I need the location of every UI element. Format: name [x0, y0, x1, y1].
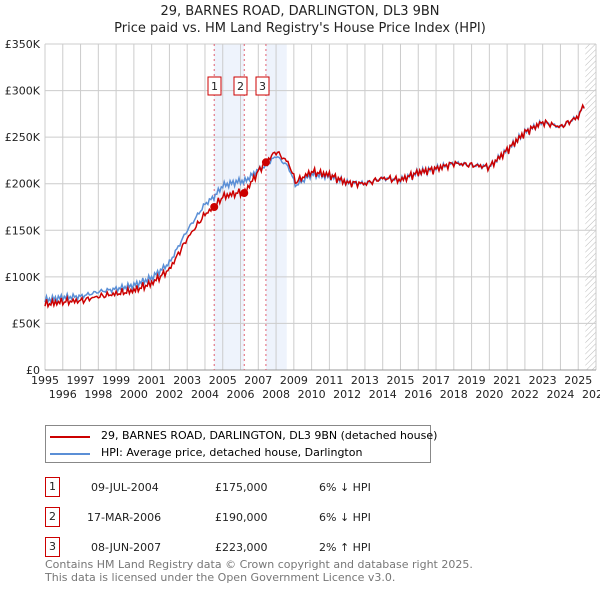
sale-label-box: [255, 76, 270, 96]
legend-hpi-line: [50, 453, 90, 455]
y-tick-label: £100K: [5, 271, 41, 284]
transaction-date: 08-JUN-2007: [91, 541, 162, 554]
x-tick-label: 2023: [529, 374, 557, 387]
chart-subtitle: Price paid vs. HM Land Registry's House …: [114, 21, 486, 36]
sale-point: [261, 158, 270, 167]
legend: 29, BARNES ROAD, DARLINGTON, DL3 9BN (de…: [45, 425, 437, 463]
x-tick-label: 2015: [386, 374, 414, 387]
y-tick-label: £250K: [5, 131, 41, 144]
transaction-price: £223,000: [215, 541, 268, 554]
footer-line-1: Contains HM Land Registry data © Crown c…: [45, 558, 473, 571]
x-tick-label: 2003: [173, 374, 201, 387]
x-tick-label: 2011: [315, 374, 343, 387]
y-tick-label: £300K: [5, 85, 41, 98]
x-tick-label: 2020: [475, 388, 503, 401]
x-tick-label: 2001: [138, 374, 166, 387]
x-tick-label: 1998: [84, 388, 112, 401]
transaction-number: 2: [45, 507, 60, 527]
sale-label-box: [233, 76, 248, 96]
transaction-date: 17-MAR-2006: [87, 511, 162, 524]
x-tick-label: 2002: [155, 388, 183, 401]
x-tick-label: 2016: [404, 388, 432, 401]
footer: Contains HM Land Registry data © Crown c…: [45, 558, 473, 584]
legend-hpi-label: HPI: Average price, detached house, Darl…: [101, 446, 363, 459]
x-tick-label: 2006: [227, 388, 255, 401]
y-tick-label: £200K: [5, 178, 41, 191]
x-tick-label: 2025: [564, 374, 592, 387]
footer-line-2: This data is licensed under the Open Gov…: [45, 571, 396, 584]
price-chart: 1995199619971998199920002001200220032004…: [5, 38, 600, 401]
transaction-price: £190,000: [215, 511, 268, 524]
x-tick-label: 2018: [440, 388, 468, 401]
transaction-number: 1: [45, 477, 60, 497]
sale-label-box: [207, 76, 222, 96]
sale-label: 3: [259, 80, 266, 93]
x-tick-label: 2007: [244, 374, 272, 387]
transaction-hpi: 2% ↑ HPI: [319, 541, 371, 554]
x-tick-label: 2022: [511, 388, 539, 401]
y-tick-label: £0: [26, 364, 40, 377]
sale-point: [210, 203, 219, 211]
x-tick-label: 2026: [582, 388, 600, 401]
y-tick-label: £50K: [12, 317, 41, 330]
hpi-line: [44, 104, 585, 305]
transaction-hpi: 6% ↓ HPI: [319, 481, 371, 494]
x-tick-label: 2024: [546, 388, 574, 401]
x-tick-label: 2008: [262, 388, 290, 401]
property-price-line: [44, 103, 585, 309]
sale-point: [240, 189, 249, 198]
transaction-hpi: 6% ↓ HPI: [319, 511, 371, 524]
x-tick-label: 2004: [191, 388, 219, 401]
x-tick-label: 1995: [31, 374, 59, 387]
x-tick-label: 2019: [458, 374, 486, 387]
x-tick-label: 2017: [422, 374, 450, 387]
x-tick-label: 2005: [209, 374, 237, 387]
transaction-date: 09-JUL-2004: [91, 481, 159, 494]
x-tick-label: 2010: [298, 388, 326, 401]
x-tick-label: 2014: [369, 388, 397, 401]
x-tick-label: 2013: [351, 374, 379, 387]
x-tick-label: 2009: [280, 374, 308, 387]
chart-title: 29, BARNES ROAD, DARLINGTON, DL3 9BN: [160, 4, 440, 19]
transaction-number: 3: [45, 537, 60, 557]
y-tick-label: £350K: [5, 38, 41, 51]
x-tick-label: 1997: [67, 374, 95, 387]
y-tick-label: £150K: [5, 224, 41, 237]
transaction-price: £175,000: [215, 481, 268, 494]
x-tick-label: 1999: [102, 374, 130, 387]
sale-label: 1: [211, 80, 218, 93]
legend-property-label: 29, BARNES ROAD, DARLINGTON, DL3 9BN (de…: [101, 429, 438, 442]
x-tick-label: 2012: [333, 388, 361, 401]
future-hatch: [585, 44, 596, 370]
legend-property-line: [50, 436, 90, 438]
x-tick-label: 2000: [120, 388, 148, 401]
x-tick-label: 1996: [49, 388, 77, 401]
sale-period-shade: [214, 44, 245, 370]
sale-label: 2: [237, 80, 244, 93]
x-tick-label: 2021: [493, 374, 521, 387]
